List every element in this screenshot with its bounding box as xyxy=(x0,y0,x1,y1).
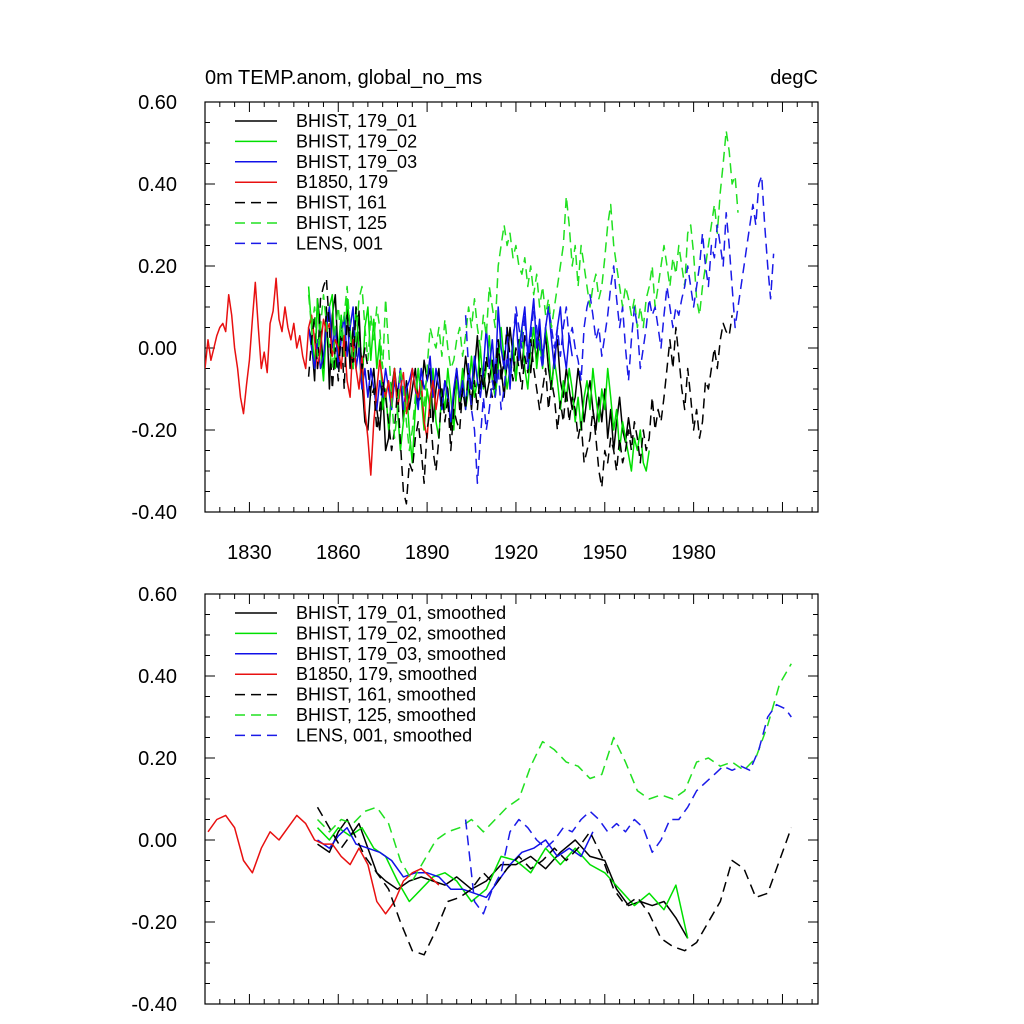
series-line xyxy=(307,129,739,452)
series-line xyxy=(307,286,650,472)
series-line xyxy=(307,277,733,505)
legend-label: LENS, 001 xyxy=(296,233,383,253)
x-tick-label: 1830 xyxy=(227,542,272,564)
x-tick-label: 1890 xyxy=(405,542,450,564)
legend-label: B1850, 179 xyxy=(296,172,388,192)
units-label: degC xyxy=(770,67,818,89)
bottom-plot-area: -0.40 -0.20 0.00 0.20 0.40 0.60 BHIST, 179_01,… xyxy=(131,584,819,1016)
y-tick-label: 0.60 xyxy=(138,584,177,606)
series-line xyxy=(307,298,573,423)
series-line xyxy=(316,806,793,956)
legend-label: BHIST, 179_02, smoothed xyxy=(296,623,506,644)
panel-title: 0m TEMP.anom, global_no_ms xyxy=(205,67,482,89)
y-tick-label: 0.40 xyxy=(138,666,177,688)
legend-label: BHIST, 161, smoothed xyxy=(296,685,476,705)
top-panel: 0m TEMP.anom, global_no_ms degC 1830 1860… xyxy=(131,67,819,564)
y-tick-label: 0.00 xyxy=(138,338,177,360)
legend-label: BHIST, 125, smoothed xyxy=(296,705,476,725)
y-tick-label: 0.20 xyxy=(138,256,177,278)
legend-label: BHIST, 125 xyxy=(296,213,387,233)
series-line xyxy=(316,663,792,882)
y-tick-label: -0.20 xyxy=(131,912,177,934)
series-line xyxy=(317,818,689,939)
y-tick-label: -0.40 xyxy=(131,994,177,1016)
x-tick-label: 1980 xyxy=(671,542,716,564)
legend-label: B1850, 179, smoothed xyxy=(296,664,477,684)
legend-label: BHIST, 161 xyxy=(296,193,387,213)
series-line xyxy=(464,175,775,485)
legend-label: BHIST, 179_02 xyxy=(296,131,417,152)
legend-label: BHIST, 179_01, smoothed xyxy=(296,603,506,624)
y-tick-label: 0.00 xyxy=(138,830,177,852)
series-line xyxy=(316,826,689,939)
x-tick-label: 1950 xyxy=(583,542,628,564)
series-line xyxy=(464,703,792,915)
top-plot-area: 1830 1860 1890 1920 1950 1980 -0.40 -0.20 0.00 0.… xyxy=(131,92,819,564)
y-tick-label: -0.20 xyxy=(131,420,177,442)
legend-label: LENS, 001, smoothed xyxy=(296,725,472,745)
legend-label: BHIST, 179_03 xyxy=(296,152,417,173)
legend-label: BHIST, 179_03, smoothed xyxy=(296,644,506,665)
x-tick-label: 1860 xyxy=(316,542,361,564)
bottom-panel: -0.40 -0.20 0.00 0.20 0.40 0.60 BHIST, 179_01,… xyxy=(131,584,819,1016)
y-tick-label: -0.40 xyxy=(131,502,177,524)
y-tick-label: 0.60 xyxy=(138,92,177,114)
y-tick-label: 0.20 xyxy=(138,748,177,770)
series-line xyxy=(207,814,440,915)
series-line xyxy=(205,277,440,476)
series-line xyxy=(317,826,594,899)
x-tick-label: 1920 xyxy=(494,542,539,564)
y-tick-label: 0.40 xyxy=(138,174,177,196)
legend-label: BHIST, 179_01 xyxy=(296,111,417,132)
